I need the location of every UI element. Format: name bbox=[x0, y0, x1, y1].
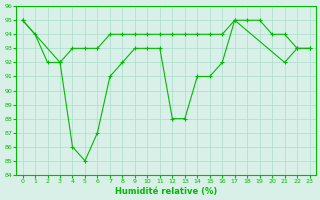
X-axis label: Humidité relative (%): Humidité relative (%) bbox=[115, 187, 217, 196]
